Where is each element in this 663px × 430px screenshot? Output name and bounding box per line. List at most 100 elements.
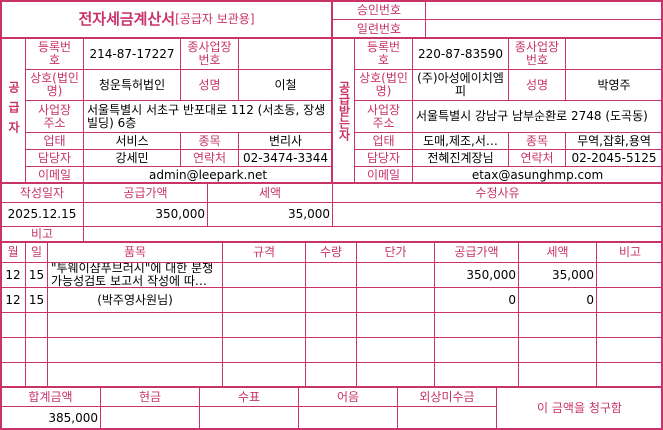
approval-label: 승인번호: [332, 0, 426, 20]
item-row-4-day: [25, 337, 48, 363]
item-row-5-item: [47, 362, 223, 388]
item-row-3-qty: [305, 312, 357, 338]
receiver-sub-label: 종사업장번호: [508, 38, 566, 70]
supplier-contact: 강세민: [83, 149, 181, 167]
supplier-name: 청운특허법인: [83, 69, 181, 101]
item-row-3-month: [0, 312, 26, 338]
total-value: 385,000: [0, 406, 101, 430]
receiver-name: (주)아성에이치엠피: [412, 69, 509, 101]
claim-text: 이 금액을 청구함: [496, 387, 663, 430]
receiver-rep-label: 성명: [508, 69, 566, 101]
receiver-reg-no: 220-87-83590: [412, 38, 509, 70]
tax-value: 35,000: [207, 202, 333, 227]
receiver-side-label: 공급받는자: [332, 38, 355, 184]
supplier-rep-label: 성명: [180, 69, 239, 101]
item-row-5-supply: [434, 362, 519, 388]
credit-value: [397, 406, 497, 430]
item-row-1-month: 12: [0, 262, 26, 288]
item-row-4-qty: [305, 337, 357, 363]
item-row-2-spec: [222, 287, 306, 313]
check-value: [199, 406, 299, 430]
receiver-item: 무역,잡화,용역: [565, 132, 663, 150]
item-row-4-unit-price: [356, 337, 435, 363]
divider-center: [331, 0, 333, 184]
items-header-day: 일: [25, 242, 48, 263]
supplier-type-label: 업태: [25, 132, 84, 150]
cash-label: 현금: [100, 387, 200, 407]
supplier-name-label: 상호(법인명): [25, 69, 84, 101]
receiver-reg-label: 등록번호: [354, 38, 413, 70]
reason-value: [332, 202, 663, 227]
frame-left: [0, 0, 2, 430]
item-row-4-supply: [434, 337, 519, 363]
subtitle-text: [공급자 보관용]: [175, 12, 255, 26]
item-row-4-tax: [518, 337, 597, 363]
receiver-phone-label: 연락처: [508, 149, 566, 167]
item-row-3-spec: [222, 312, 306, 338]
item-row-1-note: [596, 262, 663, 288]
receiver-rep: 박영주: [565, 69, 663, 101]
item-row-3-item: [47, 312, 223, 338]
item-row-4-spec: [222, 337, 306, 363]
item-row-2-day: 15: [25, 287, 48, 313]
items-header-tax: 세액: [518, 242, 597, 263]
items-header-month: 월: [0, 242, 26, 263]
receiver-sub-no: [565, 38, 663, 70]
credit-label: 외상미수금: [397, 387, 497, 407]
item-row-4-month: [0, 337, 26, 363]
items-header-item: 품목: [47, 242, 223, 263]
supplier-item-label: 종목: [180, 132, 239, 150]
item-row-1-unit-price: [356, 262, 435, 288]
promissory-note-value: [298, 406, 398, 430]
item-row-1-day: 15: [25, 262, 48, 288]
supplier-phone-label: 연락처: [180, 149, 239, 167]
supplier-item: 변리사: [238, 132, 333, 150]
divider-items: [0, 386, 663, 388]
item-row-3-unit-price: [356, 312, 435, 338]
item-row-4-note: [596, 337, 663, 363]
invoice-title: 전자세금계산서 [공급자 보관용]: [0, 0, 333, 39]
tax-label: 세액: [207, 183, 333, 203]
receiver-item-label: 종목: [508, 132, 566, 150]
item-row-2-note: [596, 287, 663, 313]
item-row-1-item: "투웨이샴푸브러시"에 대한 분쟁가능성검토 보고서 작성에 따…: [47, 262, 223, 288]
item-row-5-month: [0, 362, 26, 388]
supplier-phone: 02-3474-3344: [238, 149, 333, 167]
item-row-3-tax: [518, 312, 597, 338]
items-header-qty: 수량: [305, 242, 357, 263]
serial-value: [425, 19, 663, 39]
supplier-rep: 이철: [238, 69, 333, 101]
reason-label: 수정사유: [332, 183, 663, 203]
receiver-contact-label: 담당자: [354, 149, 413, 167]
receiver-type-label: 업태: [354, 132, 413, 150]
item-row-2-unit-price: [356, 287, 435, 313]
item-row-5-qty: [305, 362, 357, 388]
item-row-4-item: [47, 337, 223, 363]
item-row-2-qty: [305, 287, 357, 313]
items-header-spec: 규격: [222, 242, 306, 263]
item-row-2-tax: 0: [518, 287, 597, 313]
item-row-5-tax: [518, 362, 597, 388]
item-row-5-day: [25, 362, 48, 388]
supply-value: 350,000: [83, 202, 208, 227]
receiver-addr-label: 사업장주소: [354, 100, 413, 133]
receiver-name-label: 상호(법인명): [354, 69, 413, 101]
item-row-2-item: (박주영사원님): [47, 287, 223, 313]
supply-label: 공급가액: [83, 183, 208, 203]
divider-summary: [0, 241, 663, 243]
item-row-5-spec: [222, 362, 306, 388]
supplier-reg-no: 214-87-17227: [83, 38, 181, 70]
frame-bottom: [0, 428, 663, 430]
item-row-1-qty: [305, 262, 357, 288]
receiver-phone: 02-2045-5125: [565, 149, 663, 167]
approval-value: [425, 0, 663, 20]
item-row-1-supply: 350,000: [434, 262, 519, 288]
supplier-addr: 서울특별시 서초구 반포대로 112 (서초동, 장생빌딩) 6층: [83, 100, 333, 133]
items-header-unit-price: 단가: [356, 242, 435, 263]
item-row-5-unit-price: [356, 362, 435, 388]
supplier-contact-label: 담당자: [25, 149, 84, 167]
item-row-1-tax: 35,000: [518, 262, 597, 288]
check-label: 수표: [199, 387, 299, 407]
supplier-addr-label: 사업장주소: [25, 100, 84, 133]
item-row-1-spec: [222, 262, 306, 288]
